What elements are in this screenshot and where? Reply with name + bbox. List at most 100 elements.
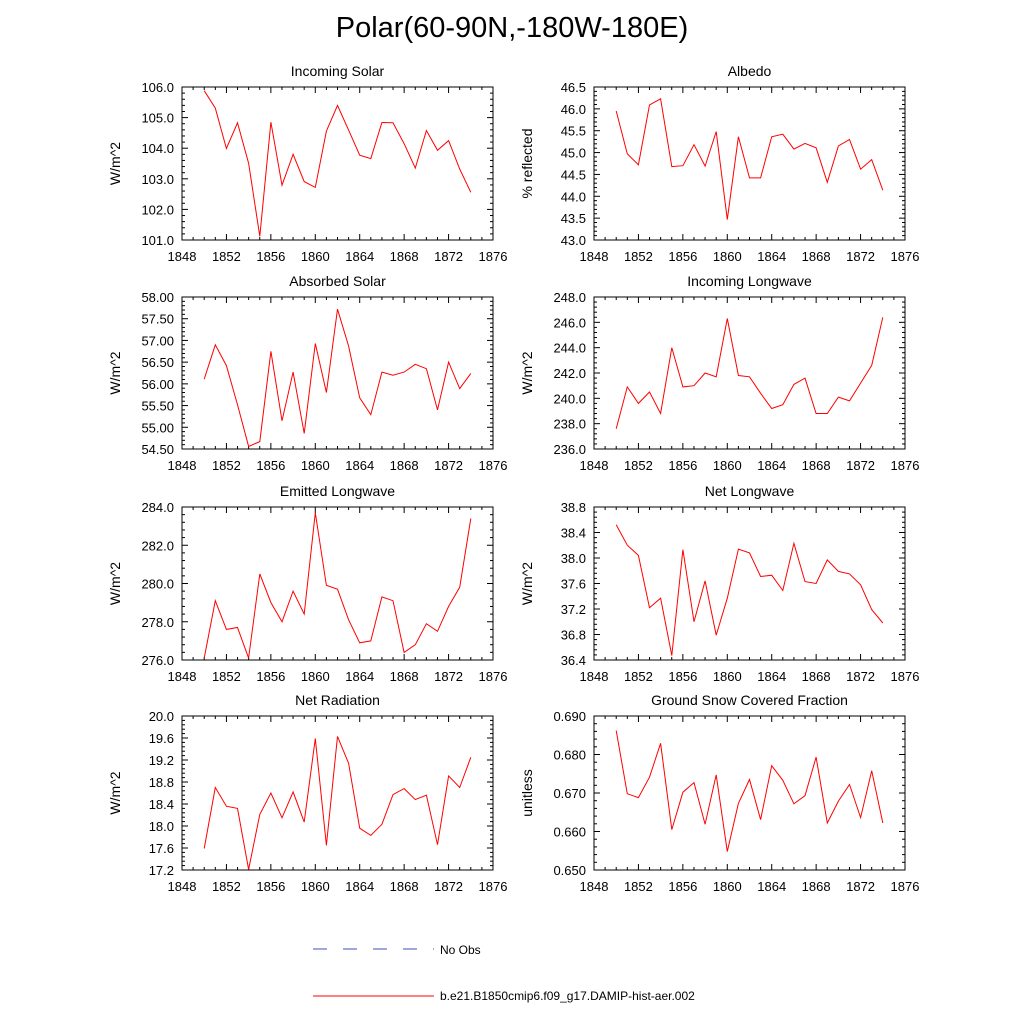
- panel-title: Albedo: [728, 63, 772, 79]
- x-tick-label: 1872: [434, 458, 463, 473]
- x-tick-label: 1868: [802, 879, 831, 894]
- y-tick-label: 57.50: [141, 312, 174, 327]
- y-tick-label: 43.5: [561, 211, 586, 226]
- x-tick-label: 1864: [345, 249, 374, 264]
- plot-frame: [593, 296, 906, 450]
- y-tick-label: 102.0: [141, 202, 174, 217]
- x-tick-label: 1860: [301, 879, 330, 894]
- x-tick-label: 1876: [479, 669, 508, 684]
- series-line: [203, 90, 472, 237]
- y-tick-label: 0.660: [553, 825, 586, 840]
- x-tick-label: 1864: [345, 879, 374, 894]
- x-tick-label: 1852: [624, 879, 653, 894]
- panel-net-longwave: 1848 1852 1856 1860 1864 1868 1872 1876 36.4 36.8…: [519, 483, 919, 684]
- y-tick-label: 56.50: [141, 355, 174, 370]
- y-tick-label: 18.0: [149, 819, 174, 834]
- y-tick-label: 20.0: [149, 709, 174, 724]
- x-tick-label: 1872: [434, 669, 463, 684]
- x-tick-label: 1864: [345, 669, 374, 684]
- x-tick-label: 1860: [301, 458, 330, 473]
- x-tick-label: 1876: [479, 879, 508, 894]
- series-line: [203, 512, 472, 659]
- x-tick-label: 1876: [479, 249, 508, 264]
- panel-net-radiation: 1848 1852 1856 1860 1864 1868 1872 1876 17.2 17.6…: [107, 692, 507, 894]
- panel-title: Incoming Longwave: [687, 273, 812, 289]
- y-axis-label: W/m^2: [107, 142, 123, 185]
- x-tick-label: 1868: [390, 458, 419, 473]
- y-tick-label: 106.0: [141, 80, 174, 95]
- x-tick-label: 1848: [580, 669, 609, 684]
- x-tick-label: 1856: [256, 669, 285, 684]
- y-tick-label: 103.0: [141, 172, 174, 187]
- x-tick-label: 1864: [345, 458, 374, 473]
- x-tick-label: 1868: [390, 249, 419, 264]
- x-tick-label: 1852: [624, 249, 653, 264]
- y-tick-label: 18.4: [149, 797, 174, 812]
- x-tick-label: 1864: [757, 458, 786, 473]
- x-tick-label: 1864: [757, 669, 786, 684]
- panel-title: Ground Snow Covered Fraction: [651, 692, 848, 708]
- y-axis-label: unitless: [519, 769, 535, 816]
- y-tick-label: 44.5: [561, 167, 586, 182]
- series-line: [203, 736, 472, 870]
- y-tick-label: 46.5: [561, 80, 586, 95]
- y-tick-label: 58.00: [141, 290, 174, 305]
- panel-title: Net Radiation: [295, 692, 380, 708]
- panel-albedo: 1848 1852 1856 1860 1864 1868 1872 1876 43.0 43.5…: [519, 63, 919, 264]
- x-tick-label: 1864: [757, 879, 786, 894]
- panel-ground-snow-covered-fraction: 1848 1852 1856 1860 1864 1868 1872 1876 0.650 0.6…: [519, 692, 919, 894]
- y-tick-label: 0.680: [553, 748, 586, 763]
- legend-label-model: b.e21.B1850cmip6.f09_g17.DAMIP-hist-aer.…: [440, 989, 695, 1003]
- y-tick-label: 38.4: [561, 526, 586, 541]
- x-tick-label: 1860: [713, 249, 742, 264]
- x-tick-label: 1876: [891, 249, 920, 264]
- x-tick-label: 1856: [256, 249, 285, 264]
- x-tick-label: 1864: [757, 249, 786, 264]
- y-tick-label: 240.0: [553, 391, 586, 406]
- panel-incoming-solar: 1848 1852 1856 1860 1864 1868 1872 1876 101.0 102…: [107, 63, 507, 264]
- y-tick-label: 101.0: [141, 233, 174, 248]
- x-tick-label: 1848: [168, 249, 197, 264]
- y-tick-label: 238.0: [553, 417, 586, 432]
- x-tick-label: 1852: [212, 249, 241, 264]
- series-line: [615, 524, 884, 656]
- x-tick-label: 1848: [580, 458, 609, 473]
- panel-title: Emitted Longwave: [280, 483, 395, 499]
- y-tick-label: 56.00: [141, 377, 174, 392]
- y-tick-label: 54.50: [141, 442, 174, 457]
- y-tick-label: 57.00: [141, 333, 174, 348]
- y-tick-label: 0.670: [553, 786, 586, 801]
- x-tick-label: 1872: [434, 249, 463, 264]
- y-tick-label: 276.0: [141, 653, 174, 668]
- y-tick-label: 46.0: [561, 102, 586, 117]
- x-tick-label: 1872: [846, 669, 875, 684]
- y-tick-label: 44.0: [561, 189, 586, 204]
- y-tick-label: 45.0: [561, 146, 586, 161]
- panel-emitted-longwave: 1848 1852 1856 1860 1864 1868 1872 1876 276.0 278…: [107, 483, 507, 684]
- x-tick-label: 1868: [390, 879, 419, 894]
- x-tick-label: 1856: [668, 879, 697, 894]
- x-tick-label: 1848: [168, 669, 197, 684]
- y-tick-label: 19.2: [149, 753, 174, 768]
- y-tick-label: 37.2: [561, 602, 586, 617]
- y-tick-label: 0.690: [553, 709, 586, 724]
- y-tick-label: 19.6: [149, 731, 174, 746]
- y-tick-label: 36.8: [561, 628, 586, 643]
- x-tick-label: 1868: [390, 669, 419, 684]
- x-tick-label: 1872: [434, 879, 463, 894]
- x-tick-label: 1848: [168, 458, 197, 473]
- y-axis-label: W/m^2: [107, 562, 123, 605]
- y-tick-label: 43.0: [561, 233, 586, 248]
- x-tick-label: 1860: [301, 669, 330, 684]
- y-tick-label: 55.00: [141, 420, 174, 435]
- panel-title: Net Longwave: [705, 483, 795, 499]
- y-tick-label: 282.0: [141, 538, 174, 553]
- y-axis-label: W/m^2: [107, 771, 123, 814]
- x-tick-label: 1848: [580, 879, 609, 894]
- y-tick-label: 37.6: [561, 577, 586, 592]
- series-line: [203, 309, 472, 448]
- x-tick-label: 1872: [846, 879, 875, 894]
- panel-title: Absorbed Solar: [289, 273, 386, 289]
- x-tick-label: 1868: [802, 458, 831, 473]
